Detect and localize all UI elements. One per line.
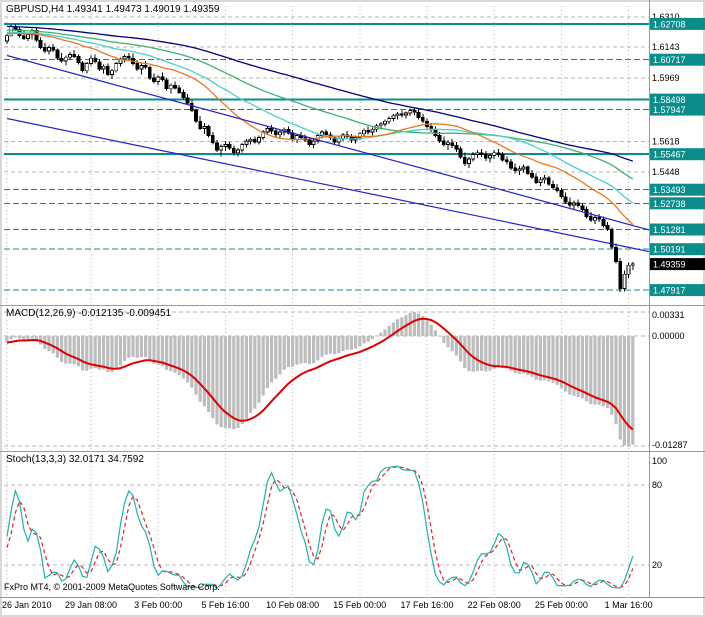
svg-text:1.47917: 1.47917 (653, 286, 686, 296)
macd-header: MACD(12,26,9) -0.012135 -0.009451 (6, 308, 172, 319)
time-label: 22 Feb 08:00 (467, 600, 521, 610)
svg-text:1.5448: 1.5448 (652, 167, 680, 177)
svg-text:100: 100 (652, 456, 667, 466)
svg-text:1.50191: 1.50191 (653, 245, 686, 255)
time-label: 26 Jan 2010 (2, 600, 52, 610)
svg-text:1.53493: 1.53493 (653, 185, 686, 195)
price-chart-panel: 1.6310 1.6143 1.5969 1.5618 1.5448 1.62708 1.6… (0, 0, 705, 305)
macd-panel: 0.00331 0.00000 -0.01287 MACD(12,26,9) -0.… (0, 306, 705, 451)
stochastic-canvas[interactable]: 100 80 20 (0, 452, 705, 597)
panel-separator[interactable] (0, 451, 705, 452)
copyright-label: FxPro MT4, © 2001-2009 MetaQuotes Softwa… (4, 582, 220, 592)
time-label: 29 Jan 08:00 (64, 600, 118, 610)
time-label: 17 Feb 16:00 (400, 600, 454, 610)
svg-text:20: 20 (652, 560, 662, 570)
time-label: 10 Feb 08:00 (266, 600, 320, 610)
time-label: 1 Mar 16:00 (604, 600, 653, 610)
panel-separator[interactable] (0, 305, 705, 306)
price-axis-border (649, 0, 650, 597)
time-label: 25 Feb 00:00 (534, 600, 588, 610)
price-chart-header: GBPUSD,H4 1.49341 1.49473 1.49019 1.4935… (6, 4, 220, 15)
svg-text:0.00000: 0.00000 (652, 331, 685, 341)
time-label: 5 Feb 16:00 (201, 600, 250, 610)
svg-text:1.58498: 1.58498 (653, 95, 686, 105)
macd-canvas[interactable]: 0.00331 0.00000 -0.01287 (0, 306, 705, 451)
panel-separator (0, 597, 705, 598)
svg-text:1.60717: 1.60717 (653, 55, 686, 65)
svg-text:1.55467: 1.55467 (653, 150, 686, 160)
stochastic-header: Stoch(13,3,3) 32.0171 34.7592 (6, 454, 144, 465)
svg-text:80: 80 (652, 480, 662, 490)
svg-text:1.51281: 1.51281 (653, 225, 686, 235)
svg-text:1.6143: 1.6143 (652, 42, 680, 52)
svg-text:1.52738: 1.52738 (653, 199, 686, 209)
time-label: 3 Feb 00:00 (134, 600, 183, 610)
svg-text:1.57947: 1.57947 (653, 105, 686, 115)
time-label: 15 Feb 00:00 (333, 600, 387, 610)
svg-text:1.49359: 1.49359 (653, 260, 686, 270)
svg-text:-0.01287: -0.01287 (652, 440, 688, 450)
svg-text:0.00331: 0.00331 (652, 310, 685, 320)
svg-text:1.5969: 1.5969 (652, 73, 680, 83)
svg-text:1.6310: 1.6310 (652, 12, 680, 22)
stochastic-panel: 100 80 20 Stoch(13,3,3) 32.0171 34.7592 Fx… (0, 452, 705, 597)
svg-text:1.5618: 1.5618 (652, 136, 680, 146)
time-axis[interactable]: 26 Jan 2010 29 Jan 08:00 3 Feb 00:00 5 Feb … (0, 599, 705, 615)
svg-text:1.62708: 1.62708 (653, 19, 686, 29)
price-chart-canvas[interactable]: 1.6310 1.6143 1.5969 1.5618 1.5448 1.62708 1.6… (0, 0, 705, 305)
